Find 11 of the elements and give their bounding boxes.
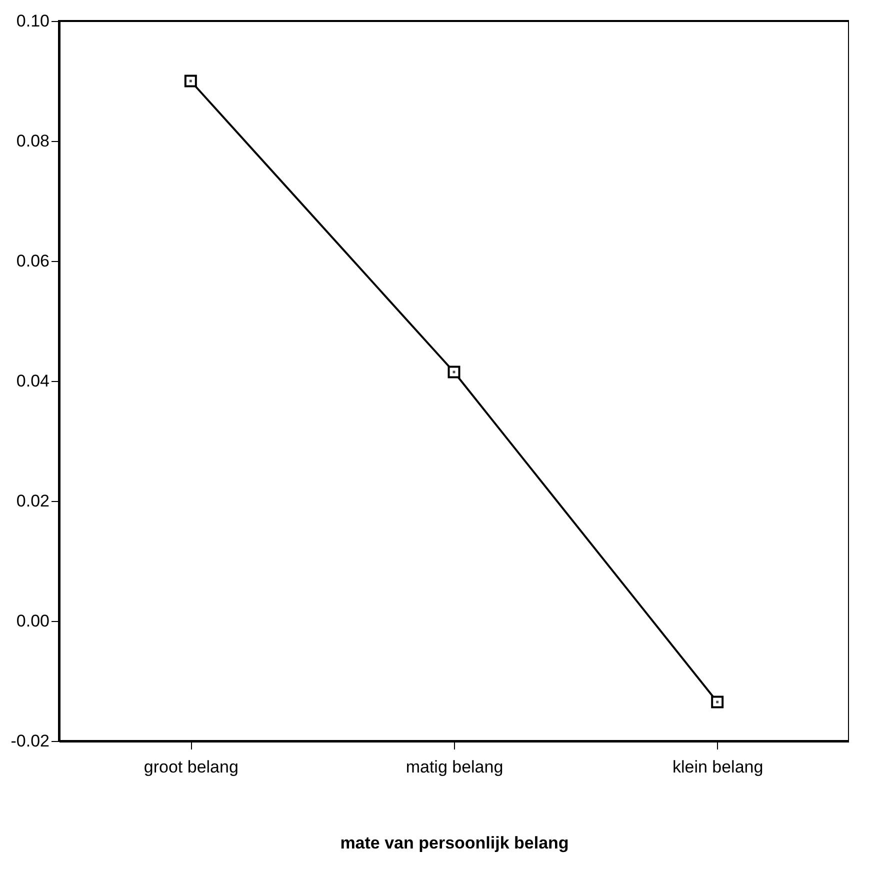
y-tick-label: 0.04 bbox=[16, 372, 50, 390]
x-tick-label: matig belang bbox=[406, 758, 504, 776]
y-tick-label: 0.06 bbox=[16, 252, 50, 270]
x-axis-title: mate van persoonlijk belang bbox=[340, 834, 569, 852]
y-tick-label: 0.10 bbox=[16, 12, 50, 30]
x-tick-label: klein belang bbox=[672, 758, 764, 776]
y-tick-label: 0.00 bbox=[16, 612, 50, 630]
y-tick-label: -0.02 bbox=[10, 732, 50, 750]
y-tick-label: 0.02 bbox=[16, 492, 50, 510]
y-tick-label: 0.08 bbox=[16, 132, 50, 150]
x-tick-label: groot belang bbox=[144, 758, 238, 776]
